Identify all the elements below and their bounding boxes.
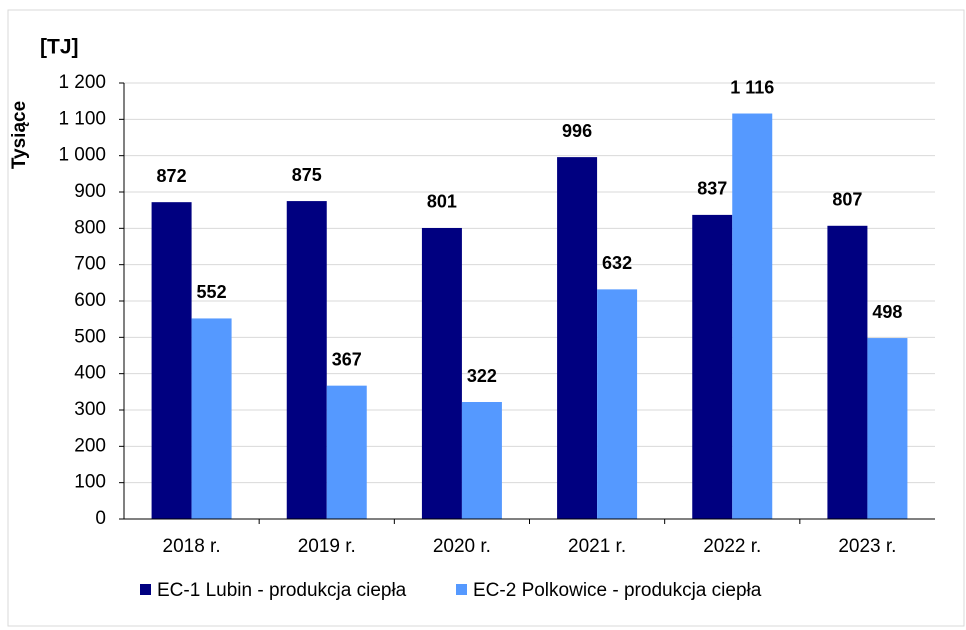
y-tick-label: 700 bbox=[74, 254, 106, 275]
y-tick-label: 400 bbox=[74, 363, 106, 384]
data-label: 1 116 bbox=[730, 77, 774, 97]
y-tick-label: 100 bbox=[74, 472, 106, 493]
x-tick-label: 2019 r. bbox=[298, 536, 356, 557]
bar bbox=[827, 225, 868, 520]
data-label: 498 bbox=[872, 302, 902, 322]
bar bbox=[867, 338, 908, 519]
legend-swatch bbox=[140, 584, 151, 595]
bar bbox=[421, 227, 462, 519]
bar bbox=[732, 113, 773, 520]
y-tick-label: 1 200 bbox=[58, 72, 106, 93]
data-label: 632 bbox=[602, 253, 632, 273]
data-label: 875 bbox=[292, 165, 322, 185]
y-tick-label: 1 000 bbox=[58, 145, 106, 166]
x-tick-label: 2018 r. bbox=[163, 536, 221, 557]
y-tick-label: 800 bbox=[74, 217, 106, 238]
x-tick-label: 2022 r. bbox=[703, 536, 761, 557]
legend-swatch bbox=[456, 584, 467, 595]
data-label: 801 bbox=[427, 192, 457, 212]
data-label: 552 bbox=[197, 282, 227, 302]
bar bbox=[557, 157, 598, 519]
data-label: 322 bbox=[467, 366, 497, 386]
data-label: 996 bbox=[562, 121, 592, 141]
legend-label: EC-2 Polkowice - produkcja ciepła bbox=[473, 580, 762, 601]
bar bbox=[151, 202, 192, 519]
data-label: 807 bbox=[832, 190, 862, 210]
bar bbox=[286, 201, 327, 520]
bar bbox=[461, 402, 502, 519]
y-tick-label: 200 bbox=[74, 435, 106, 456]
x-tick-label: 2021 r. bbox=[568, 536, 626, 557]
bar bbox=[191, 318, 232, 519]
legend-label: EC-1 Lubin - produkcja ciepła bbox=[157, 580, 407, 601]
y-tick-label: 1 100 bbox=[58, 108, 106, 129]
y-tick-label: 900 bbox=[74, 181, 106, 202]
y-tick-label: 300 bbox=[74, 399, 106, 420]
data-label: 837 bbox=[697, 179, 727, 199]
chart-frame bbox=[7, 9, 965, 627]
bar bbox=[597, 289, 638, 519]
bar bbox=[692, 214, 733, 519]
x-tick-label: 2023 r. bbox=[838, 536, 896, 557]
unit-label: [TJ] bbox=[40, 36, 79, 59]
bar bbox=[326, 385, 367, 519]
y-axis-label: Tysiące bbox=[9, 101, 30, 169]
data-label: 872 bbox=[157, 166, 187, 186]
y-tick-label: 600 bbox=[74, 290, 106, 311]
y-tick-label: 0 bbox=[95, 508, 106, 529]
x-tick-label: 2020 r. bbox=[433, 536, 491, 557]
y-tick-label: 500 bbox=[74, 326, 106, 347]
data-label: 367 bbox=[332, 349, 362, 369]
